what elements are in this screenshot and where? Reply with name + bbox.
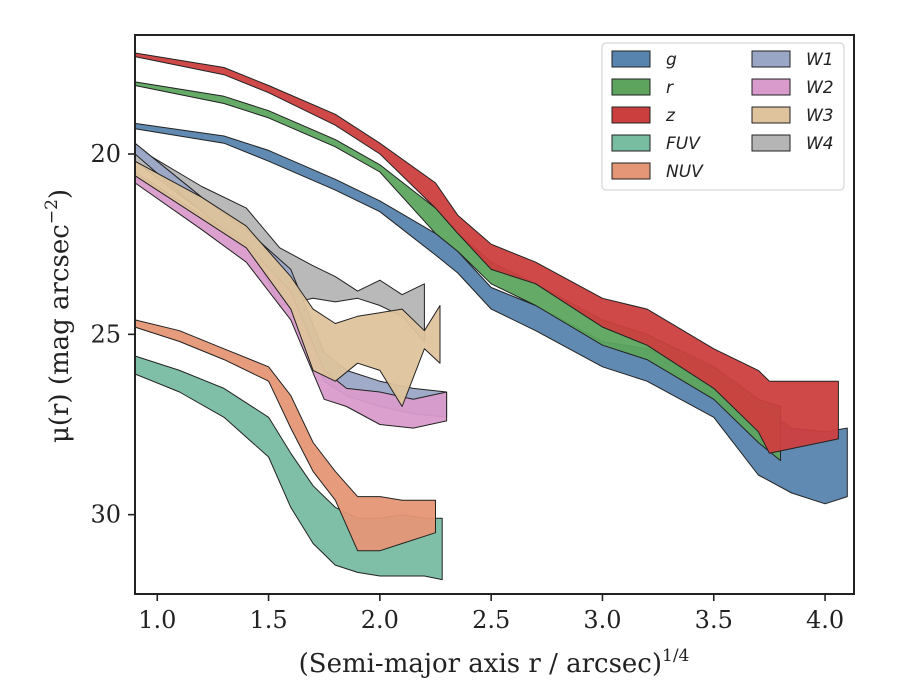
x-axis-ticks: 1.0 1.5 2.0 2.5 3.0 3.5 4.0 [138, 594, 844, 634]
band-r [134, 81, 781, 462]
x-tick-label: 2.0 [361, 606, 399, 634]
legend-swatch [751, 106, 791, 124]
band-w3 [134, 160, 441, 407]
legend-label: FUV [666, 134, 701, 154]
legend-label: W4 [806, 134, 834, 154]
legend-swatch [751, 50, 791, 68]
legend-label: r [666, 78, 674, 98]
y-axis-label-superscript: −2 [42, 199, 62, 224]
x-tick-label: 3.5 [695, 606, 733, 634]
x-axis-label: (Semi-major axis r / arcsec)1/4 [299, 646, 690, 679]
legend-swatch [611, 106, 651, 124]
legend-label: g [666, 50, 677, 70]
y-tick-label: 25 [90, 320, 121, 348]
legend-label: W1 [806, 50, 834, 70]
x-axis-label-text: (Semi-major axis r / arcsec) [299, 649, 662, 679]
band-z [134, 52, 839, 454]
x-tick-label: 3.0 [583, 606, 621, 634]
x-tick-label: 1.0 [138, 606, 176, 634]
y-tick-label: 20 [90, 140, 121, 168]
legend-label: W3 [806, 106, 834, 126]
x-tick-label: 4.0 [806, 606, 844, 634]
legend-swatch [611, 78, 651, 96]
x-axis-label-superscript: 1/4 [662, 646, 689, 666]
y-axis-label: μ(r) (mag arcsec−2) [42, 189, 75, 443]
legend-swatch [751, 78, 791, 96]
legend-swatch [611, 134, 651, 152]
x-tick-label: 1.5 [249, 606, 287, 634]
legend: grz FUV NUV W1 W2 W3 W4 [601, 42, 845, 191]
x-tick-label: 2.5 [472, 606, 510, 634]
legend-swatch [611, 50, 651, 68]
legend-label: W2 [806, 78, 834, 98]
y-tick-label: 30 [90, 501, 121, 529]
band-nuv [134, 319, 436, 552]
legend-swatch [751, 134, 791, 152]
y-axis-label-suffix: ) [45, 189, 75, 199]
y-axis-ticks: 20 25 30 [90, 140, 135, 529]
legend-label: z [665, 106, 676, 126]
y-axis-label-text: μ(r) (mag arcsec [45, 224, 75, 443]
legend-swatch [611, 162, 651, 180]
legend-label: NUV [666, 162, 704, 182]
series-layer [134, 52, 848, 581]
plot-frame [134, 34, 855, 595]
